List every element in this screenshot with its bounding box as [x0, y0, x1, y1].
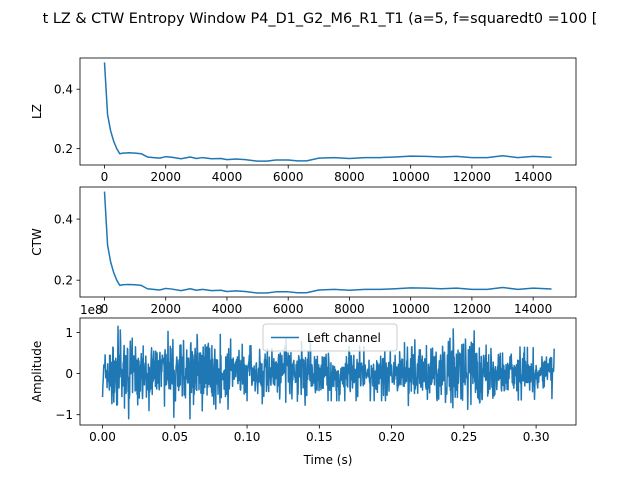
x-tick-label: 14000 — [514, 302, 552, 316]
x-tick-label: 2000 — [150, 170, 181, 184]
y-tick-label: 0.4 — [54, 213, 73, 227]
lz-series-line — [103, 62, 552, 162]
y-axis-label: Amplitude — [30, 341, 44, 403]
x-tick-label: 4000 — [212, 302, 243, 316]
plot-frame — [79, 57, 577, 166]
amplitude-subplot: 0.00 0.05 0.10 0.15 0.20 0.25 0.30 −1 0 1 Amplitud… — [30, 303, 577, 467]
plot-frame — [79, 186, 577, 298]
x-tick-label: 0.25 — [450, 430, 477, 444]
y-axis-label: CTW — [30, 228, 44, 256]
x-tick-label: 12000 — [453, 302, 491, 316]
plot-frame — [79, 317, 577, 426]
x-tick-label: 10000 — [392, 170, 430, 184]
x-tick-label: 0 — [101, 302, 109, 316]
x-axis-label: Time (s) — [303, 453, 353, 467]
x-tick-label: 0 — [101, 170, 109, 184]
y-offset-label: 1e8 — [80, 303, 103, 317]
x-tick-label: 2000 — [150, 302, 181, 316]
x-tick-label: 0.20 — [378, 430, 405, 444]
left-channel-waveform — [101, 325, 555, 420]
y-tick-label: 0.2 — [54, 142, 73, 156]
x-tick-label: 6000 — [273, 170, 304, 184]
x-tick-label: 0.30 — [523, 430, 550, 444]
y-axis-label: LZ — [30, 104, 44, 119]
ctw-series-line — [103, 191, 552, 294]
figure-title: t LZ & CTW Entropy Window P4_D1_G2_M6_R1… — [43, 11, 598, 27]
x-tick-label: 10000 — [392, 302, 430, 316]
ctw-subplot: 0 2000 4000 6000 8000 10000 12000 14000 0.2 0.4 CT… — [30, 186, 577, 316]
x-tick-label: 8000 — [334, 170, 365, 184]
y-tick-label: 0.2 — [54, 274, 73, 288]
y-tick-label: −1 — [55, 408, 73, 422]
x-tick-label: 0.10 — [234, 430, 261, 444]
x-tick-label: 4000 — [212, 170, 243, 184]
legend-frame — [262, 323, 398, 352]
x-tick-label: 8000 — [334, 302, 365, 316]
legend: Left channel — [262, 323, 398, 352]
lz-subplot: 0 2000 4000 6000 8000 10000 12000 14000 0.2 0.4 LZ — [30, 57, 577, 184]
x-tick-label: 12000 — [453, 170, 491, 184]
legend-label: Left channel — [307, 331, 381, 345]
x-tick-label: 0.00 — [89, 430, 116, 444]
x-tick-label: 6000 — [273, 302, 304, 316]
x-tick-label: 14000 — [514, 170, 552, 184]
y-tick-label: 1 — [65, 326, 73, 340]
y-tick-label: 0.4 — [54, 83, 73, 97]
x-tick-label: 0.15 — [306, 430, 333, 444]
x-tick-label: 0.05 — [161, 430, 188, 444]
y-tick-label: 0 — [65, 367, 73, 381]
